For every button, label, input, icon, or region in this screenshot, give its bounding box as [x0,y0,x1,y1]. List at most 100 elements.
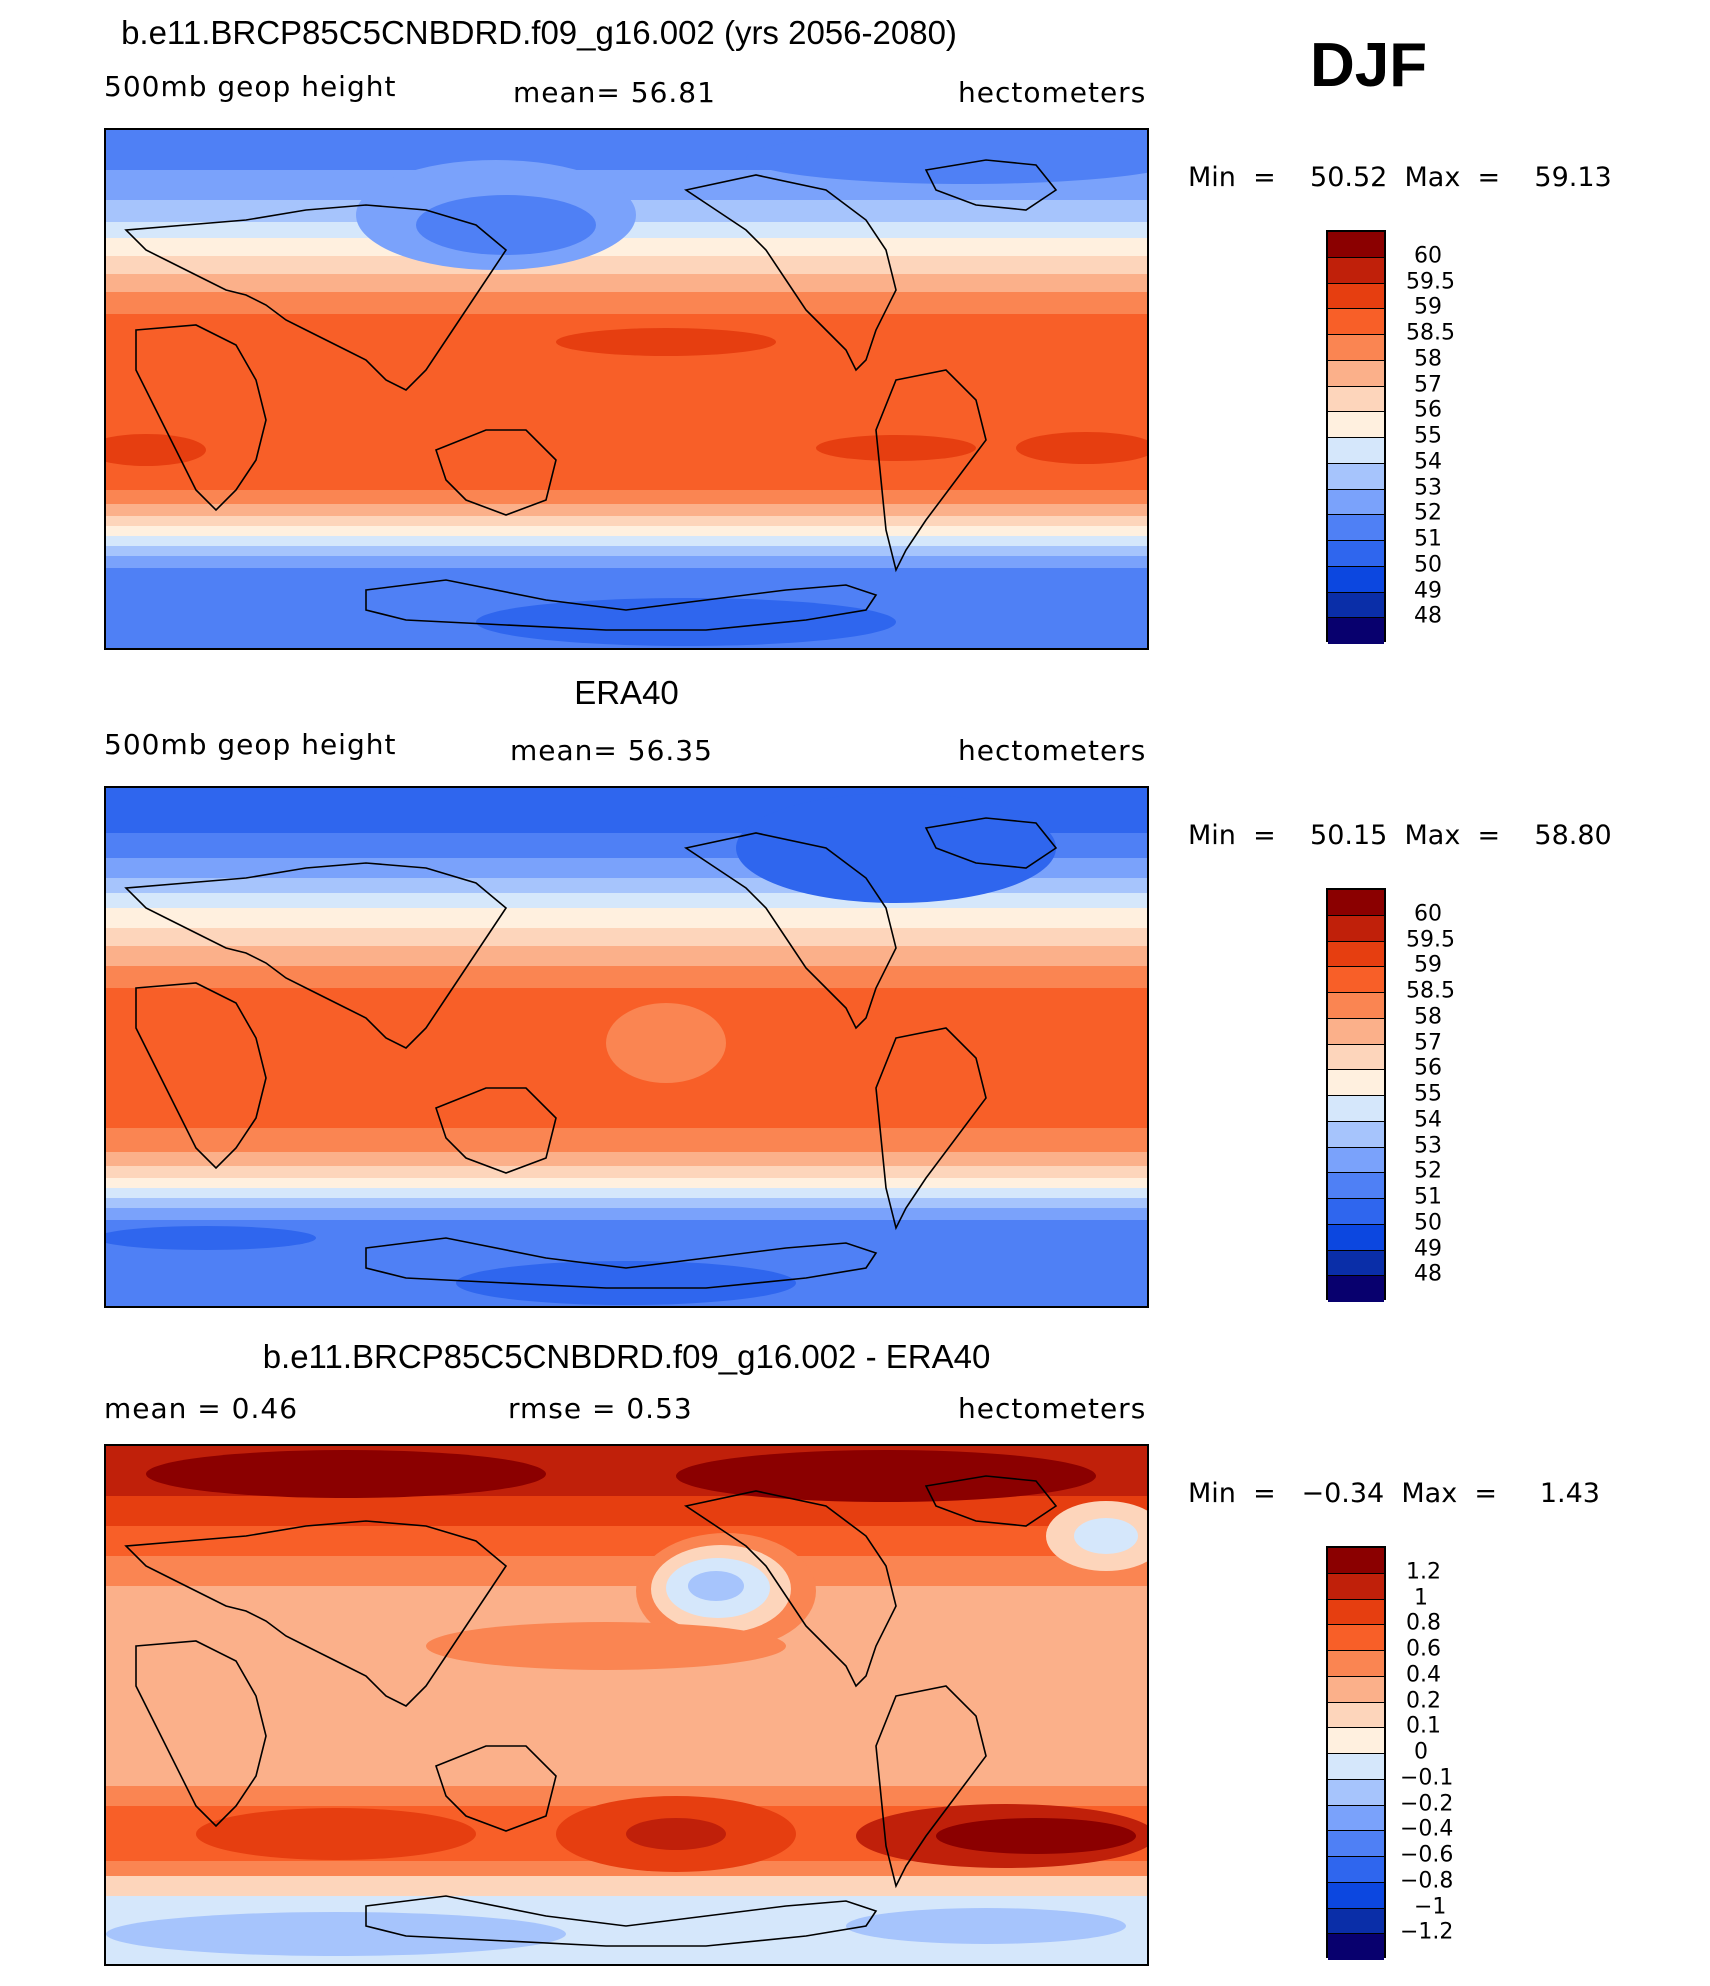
colorbar-tick-label: 0.2 [1406,1688,1441,1713]
colorbar-swatch [1328,232,1384,258]
colorbar-swatch [1328,1651,1384,1677]
colorbar-tick-label: 59 [1414,952,1442,978]
panel3-units-label: hectometers [958,1392,1147,1425]
colorbar-tick-label: 58 [1414,346,1442,372]
colorbar-swatch [1328,1044,1384,1071]
colorbar-tick-label: 48 [1414,603,1442,629]
colorbar-swatch [1328,1199,1384,1225]
colorbar-tick-label: 48 [1414,1261,1442,1287]
colorbar-swatch [1328,1882,1384,1909]
panel1-mean-label: mean= 56.81 [513,76,716,109]
colorbar-swatch [1328,1224,1384,1251]
colorbar-swatch [1328,566,1384,593]
colorbar-tick-label: 1 [1414,1585,1428,1610]
colorbar-tick-label: 59.5 [1406,927,1455,952]
colorbar-tick-label: −1.2 [1400,1919,1454,1945]
panel3-rmse-label: rmse = 0.53 [508,1392,693,1425]
colorbar-swatch [1328,1805,1384,1832]
colorbar-swatch [1328,412,1384,438]
colorbar-swatch [1328,386,1384,413]
colorbar-tick-label: 57 [1414,1030,1442,1055]
panel1-units-label: hectometers [958,76,1147,109]
colorbar-swatch [1328,915,1384,942]
colorbar-tick-label: 53 [1414,1133,1442,1158]
colorbar-swatch [1328,1908,1384,1935]
colorbar-tick-label: 1.2 [1406,1559,1441,1585]
colorbar-tick-label: 59.5 [1406,269,1455,294]
panel1-colorbar [1326,230,1386,644]
panel1-title: b.e11.BRCP85C5CNBDRD.f09_g16.002 (yrs 20… [121,14,957,51]
colorbar-swatch [1328,335,1384,361]
colorbar-swatch [1328,438,1384,464]
colorbar-swatch [1328,1070,1384,1096]
colorbar-swatch [1328,1173,1384,1199]
colorbar-tick-label: 57 [1414,372,1442,397]
colorbar-tick-label: −0.1 [1400,1765,1454,1791]
colorbar-tick-label: 54 [1414,1107,1442,1133]
colorbar-swatch [1328,993,1384,1019]
colorbar-tick-label: 0.8 [1406,1610,1441,1636]
colorbar-swatch [1328,541,1384,567]
panel2-title: ERA40 [574,674,679,711]
colorbar-swatch [1328,1625,1384,1651]
colorbar-tick-label: 55 [1414,423,1442,449]
colorbar-swatch [1328,309,1384,335]
panel1-left-label: 500mb geop height [104,70,397,103]
colorbar-swatch [1328,1573,1384,1600]
colorbar-swatch [1328,1728,1384,1754]
panel1-map [104,128,1149,650]
colorbar-tick-label: 60 [1414,901,1442,927]
colorbar-tick-label: 58 [1414,1004,1442,1030]
colorbar-tick-label: 58.5 [1406,320,1455,346]
colorbar-swatch [1328,1548,1384,1574]
colorbar-tick-label: 59 [1414,294,1442,320]
panel2-map [104,786,1149,1308]
colorbar-swatch [1328,1276,1384,1302]
season-label: DJF [1310,31,1428,100]
colorbar-tick-label: −0.2 [1400,1791,1454,1816]
panel2-mean-label: mean= 56.35 [510,734,713,767]
colorbar-tick-label: 53 [1414,475,1442,500]
panel2-units-label: hectometers [958,734,1147,767]
colorbar-tick-label: 52 [1414,500,1442,526]
colorbar-swatch [1328,967,1384,993]
colorbar-swatch [1328,515,1384,541]
colorbar-tick-label: −0.4 [1400,1816,1454,1842]
colorbar-swatch [1328,1250,1384,1277]
panel2-left-label: 500mb geop height [104,728,397,761]
colorbar-tick-label: 51 [1414,526,1442,552]
colorbar-tick-label: −1 [1414,1894,1447,1919]
colorbar-tick-label: 51 [1414,1184,1442,1210]
panel3-colorbar [1326,1546,1386,1960]
panel3-minmax: Min = −0.34 Max = 1.43 [1188,1478,1600,1509]
colorbar-tick-label: 50 [1414,1210,1442,1236]
colorbar-tick-label: 49 [1414,1236,1442,1261]
colorbar-swatch [1328,1857,1384,1883]
colorbar-swatch [1328,1934,1384,1960]
colorbar-tick-label: 55 [1414,1081,1442,1107]
colorbar-swatch [1328,890,1384,916]
colorbar-tick-label: 58.5 [1406,978,1455,1004]
colorbar-swatch [1328,592,1384,619]
colorbar-swatch [1328,1147,1384,1174]
panel2-minmax: Min = 50.15 Max = 58.80 [1188,820,1612,851]
colorbar-tick-label: 54 [1414,449,1442,475]
panel3-map [104,1444,1149,1966]
colorbar-tick-label: 49 [1414,578,1442,603]
colorbar-swatch [1328,941,1384,968]
colorbar-swatch [1328,1096,1384,1122]
colorbar-swatch [1328,1754,1384,1780]
panel1-minmax: Min = 50.52 Max = 59.13 [1188,162,1612,193]
colorbar-swatch [1328,360,1384,387]
colorbar-swatch [1328,1779,1384,1806]
colorbar-swatch [1328,1018,1384,1045]
colorbar-swatch [1328,1702,1384,1729]
colorbar-tick-label: −0.6 [1400,1842,1454,1868]
colorbar-swatch [1328,463,1384,490]
colorbar-tick-label: 56 [1414,397,1442,423]
colorbar-swatch [1328,1599,1384,1626]
colorbar-swatch [1328,1121,1384,1148]
colorbar-tick-label: 0.4 [1406,1662,1441,1688]
colorbar-swatch [1328,1676,1384,1703]
panel2-colorbar [1326,888,1386,1302]
